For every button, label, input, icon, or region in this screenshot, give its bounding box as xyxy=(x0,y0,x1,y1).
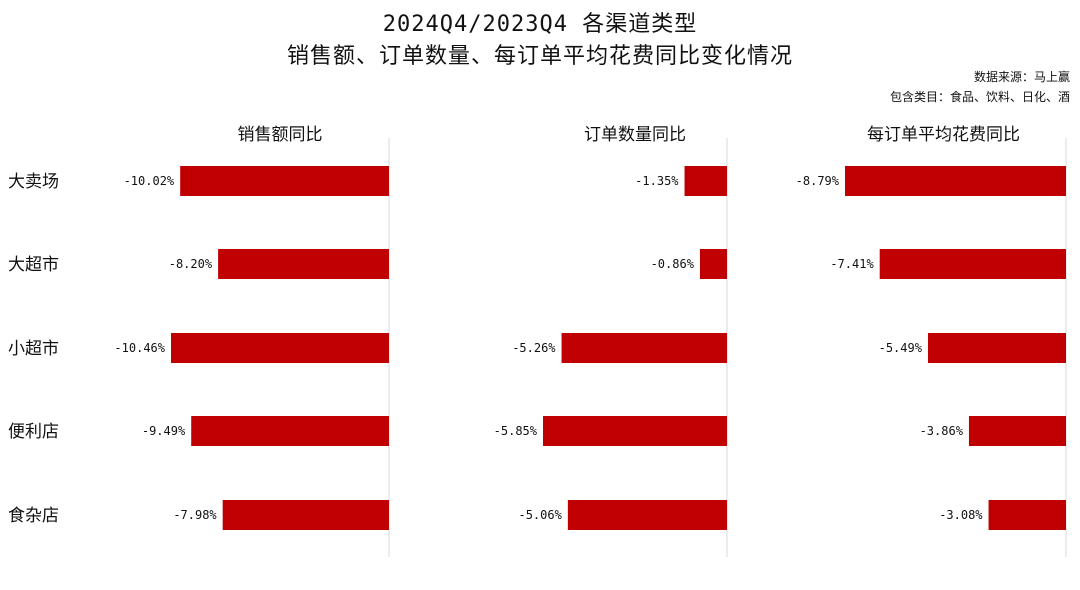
bar xyxy=(968,416,1066,446)
bar xyxy=(988,500,1066,530)
bar xyxy=(171,333,389,363)
data-label: -5.49% xyxy=(879,341,923,355)
panel-title: 销售额同比 xyxy=(238,125,323,145)
data-label: -10.02% xyxy=(124,174,175,188)
chart-title-line-1: 2024Q4/2023Q4 各渠道类型 xyxy=(382,12,698,37)
category-label: 食杂店 xyxy=(8,506,59,526)
category-label: 大卖场 xyxy=(8,172,59,192)
bar xyxy=(845,166,1066,196)
data-label: -5.85% xyxy=(494,424,538,438)
category-label: 小超市 xyxy=(8,339,59,359)
data-label: -9.49% xyxy=(142,424,186,438)
data-label: -5.06% xyxy=(518,508,562,522)
data-label: -8.20% xyxy=(169,257,213,271)
data-source-note: 数据来源：马上赢 xyxy=(973,70,1070,84)
bar xyxy=(561,333,727,363)
bar xyxy=(191,416,389,446)
panel-title: 每订单平均花费同比 xyxy=(867,125,1020,145)
data-label: -0.86% xyxy=(651,257,695,271)
panel-title: 订单数量同比 xyxy=(584,125,686,145)
bar xyxy=(684,166,727,196)
bar xyxy=(222,500,389,530)
data-label: -5.26% xyxy=(512,341,556,355)
data-label: -7.41% xyxy=(830,257,874,271)
data-label: -7.98% xyxy=(173,508,217,522)
category-scope-note: 包含类目：食品、饮料、日化、酒 xyxy=(889,90,1070,104)
data-label: -1.35% xyxy=(635,174,679,188)
data-label: -8.79% xyxy=(796,174,840,188)
bar xyxy=(180,166,389,196)
bar xyxy=(699,249,727,279)
data-label: -10.46% xyxy=(114,341,165,355)
data-label: -3.86% xyxy=(920,424,964,438)
chart-title-line-2: 销售额、订单数量、每订单平均花费同比变化情况 xyxy=(286,44,793,69)
bar xyxy=(543,416,727,446)
category-label: 便利店 xyxy=(8,422,59,442)
bar xyxy=(927,333,1066,363)
bar xyxy=(567,500,727,530)
data-label: -3.08% xyxy=(939,508,983,522)
bar xyxy=(879,249,1066,279)
bar xyxy=(218,249,389,279)
category-label: 大超市 xyxy=(8,255,59,275)
